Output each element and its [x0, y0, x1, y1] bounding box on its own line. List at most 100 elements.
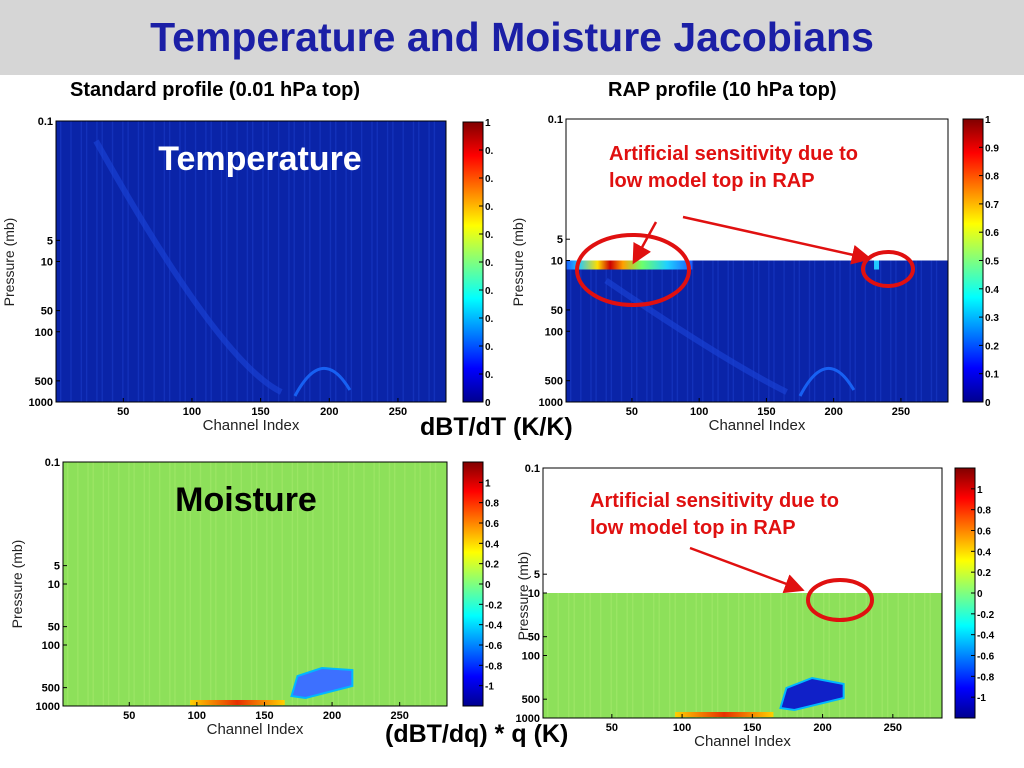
channel-stripe: [653, 593, 655, 718]
channel-stripe: [935, 260, 938, 402]
channel-stripe: [768, 260, 770, 402]
channel-stripe: [329, 121, 332, 402]
channel-stripe: [717, 260, 719, 402]
channel-stripe: [557, 593, 559, 718]
y-tick-label: 1000: [516, 713, 540, 725]
colorbar-tick-label: 0.7: [985, 200, 999, 211]
channel-stripe: [743, 593, 745, 718]
jacobian-feature: [93, 139, 283, 395]
highlight-ellipse: [806, 578, 874, 622]
channel-stripe: [80, 121, 83, 402]
x-tick-label: 250: [884, 722, 902, 734]
channel-stripe: [360, 121, 363, 402]
x-tick-label: 200: [813, 722, 831, 734]
jacobian-feature: [290, 666, 354, 700]
channel-stripe: [854, 260, 856, 402]
channel-stripe: [701, 593, 703, 718]
channel-stripe: [371, 121, 373, 402]
channel-stripe: [796, 593, 798, 718]
colorbar-tick-label: 0.: [485, 314, 494, 325]
x-tick-label: 250: [390, 710, 408, 722]
channel-stripe: [620, 260, 623, 402]
channel-stripe: [107, 462, 110, 706]
x-tick-label: 100: [188, 710, 206, 722]
channel-stripe: [823, 593, 825, 718]
channel-stripe: [773, 260, 775, 402]
colorbar-tick-label: -0.8: [485, 661, 503, 672]
y-tick-label: 50: [551, 305, 563, 317]
jacobian-feature: [798, 367, 856, 397]
colorbar-tick-label: 0.: [485, 258, 494, 269]
colorbar-tick-label: 0.8: [985, 172, 999, 183]
channel-stripe: [189, 462, 192, 706]
channel-stripe: [752, 260, 755, 402]
annotation-arrow: [689, 546, 805, 594]
channel-stripe: [392, 121, 394, 402]
channel-stripe: [101, 121, 103, 402]
channel-stripe: [262, 121, 264, 402]
colorbar-tick-label: 0.1: [985, 370, 999, 381]
y-tick-label: 10: [528, 588, 540, 600]
colorbar-tick-label: 0.: [485, 174, 494, 185]
colorbar-tick-label: 0: [485, 398, 491, 409]
channel-stripe: [291, 462, 294, 706]
channel-stripe: [849, 260, 851, 402]
channel-stripe: [780, 593, 782, 718]
channel-stripe: [605, 260, 607, 402]
slide-title: Temperature and Moisture Jacobians: [150, 14, 874, 60]
channel-stripe: [636, 260, 638, 402]
channel-stripe: [143, 121, 145, 402]
colorbar-tick-label: -0.6: [977, 652, 995, 663]
channel-stripe: [913, 593, 915, 718]
y-axis-label: Pressure (mb): [515, 552, 531, 641]
annotation-text: low model top in RAP: [590, 517, 796, 539]
unit-label-temperature: dBT/dT (K/K): [420, 413, 573, 441]
surface-sensitivity: [190, 700, 285, 705]
channel-stripe: [630, 260, 633, 402]
x-tick-label: 200: [824, 406, 842, 418]
x-tick-label: 100: [690, 406, 708, 418]
x-tick-label: 150: [757, 406, 775, 418]
channel-stripe: [240, 462, 243, 706]
channel-stripe: [388, 462, 391, 706]
channel-stripe: [215, 462, 217, 706]
annotation-arrow: [632, 221, 658, 265]
colorbar-tick-label: 1: [485, 118, 491, 129]
highlight-ellipse: [575, 233, 691, 307]
channel-stripe: [844, 593, 846, 718]
channel-stripe: [589, 593, 591, 718]
x-tick-label: 50: [123, 710, 135, 722]
channel-stripe: [547, 593, 549, 718]
colorbar-tick-label: 0.4: [977, 547, 991, 558]
channel-stripe: [929, 593, 931, 718]
channel-stripe: [434, 462, 437, 706]
channel-stripe: [793, 260, 795, 402]
channel-stripe: [376, 121, 378, 402]
channel-stripe: [226, 121, 228, 402]
panel-label: Moisture: [175, 481, 317, 519]
colorbar-tick-label: -1: [485, 682, 494, 693]
colorbar-tick-label: 0.3: [985, 313, 999, 324]
channel-stripe: [209, 462, 212, 706]
x-tick-label: 200: [323, 710, 341, 722]
channel-stripe: [345, 121, 347, 402]
channel-stripe: [895, 260, 897, 402]
heatmap-field: [543, 593, 942, 718]
channel-stripe: [908, 593, 910, 718]
colorbar-tick-label: 0.5: [985, 257, 999, 268]
channel-stripe: [669, 593, 671, 718]
channel-stripe: [404, 462, 406, 706]
colorbar-tick-label: 0: [485, 580, 491, 591]
channel-stripe: [271, 462, 273, 706]
channel-stripe: [174, 462, 176, 706]
channel-stripe: [153, 121, 155, 402]
channel-stripe: [128, 462, 130, 706]
channel-stripe: [727, 260, 729, 402]
y-tick-label: 500: [545, 376, 563, 388]
channel-stripe: [199, 462, 202, 706]
channel-stripe: [288, 121, 290, 402]
channel-stripe: [363, 462, 365, 706]
channel-stripe: [312, 462, 314, 706]
channel-stripe: [87, 462, 89, 706]
